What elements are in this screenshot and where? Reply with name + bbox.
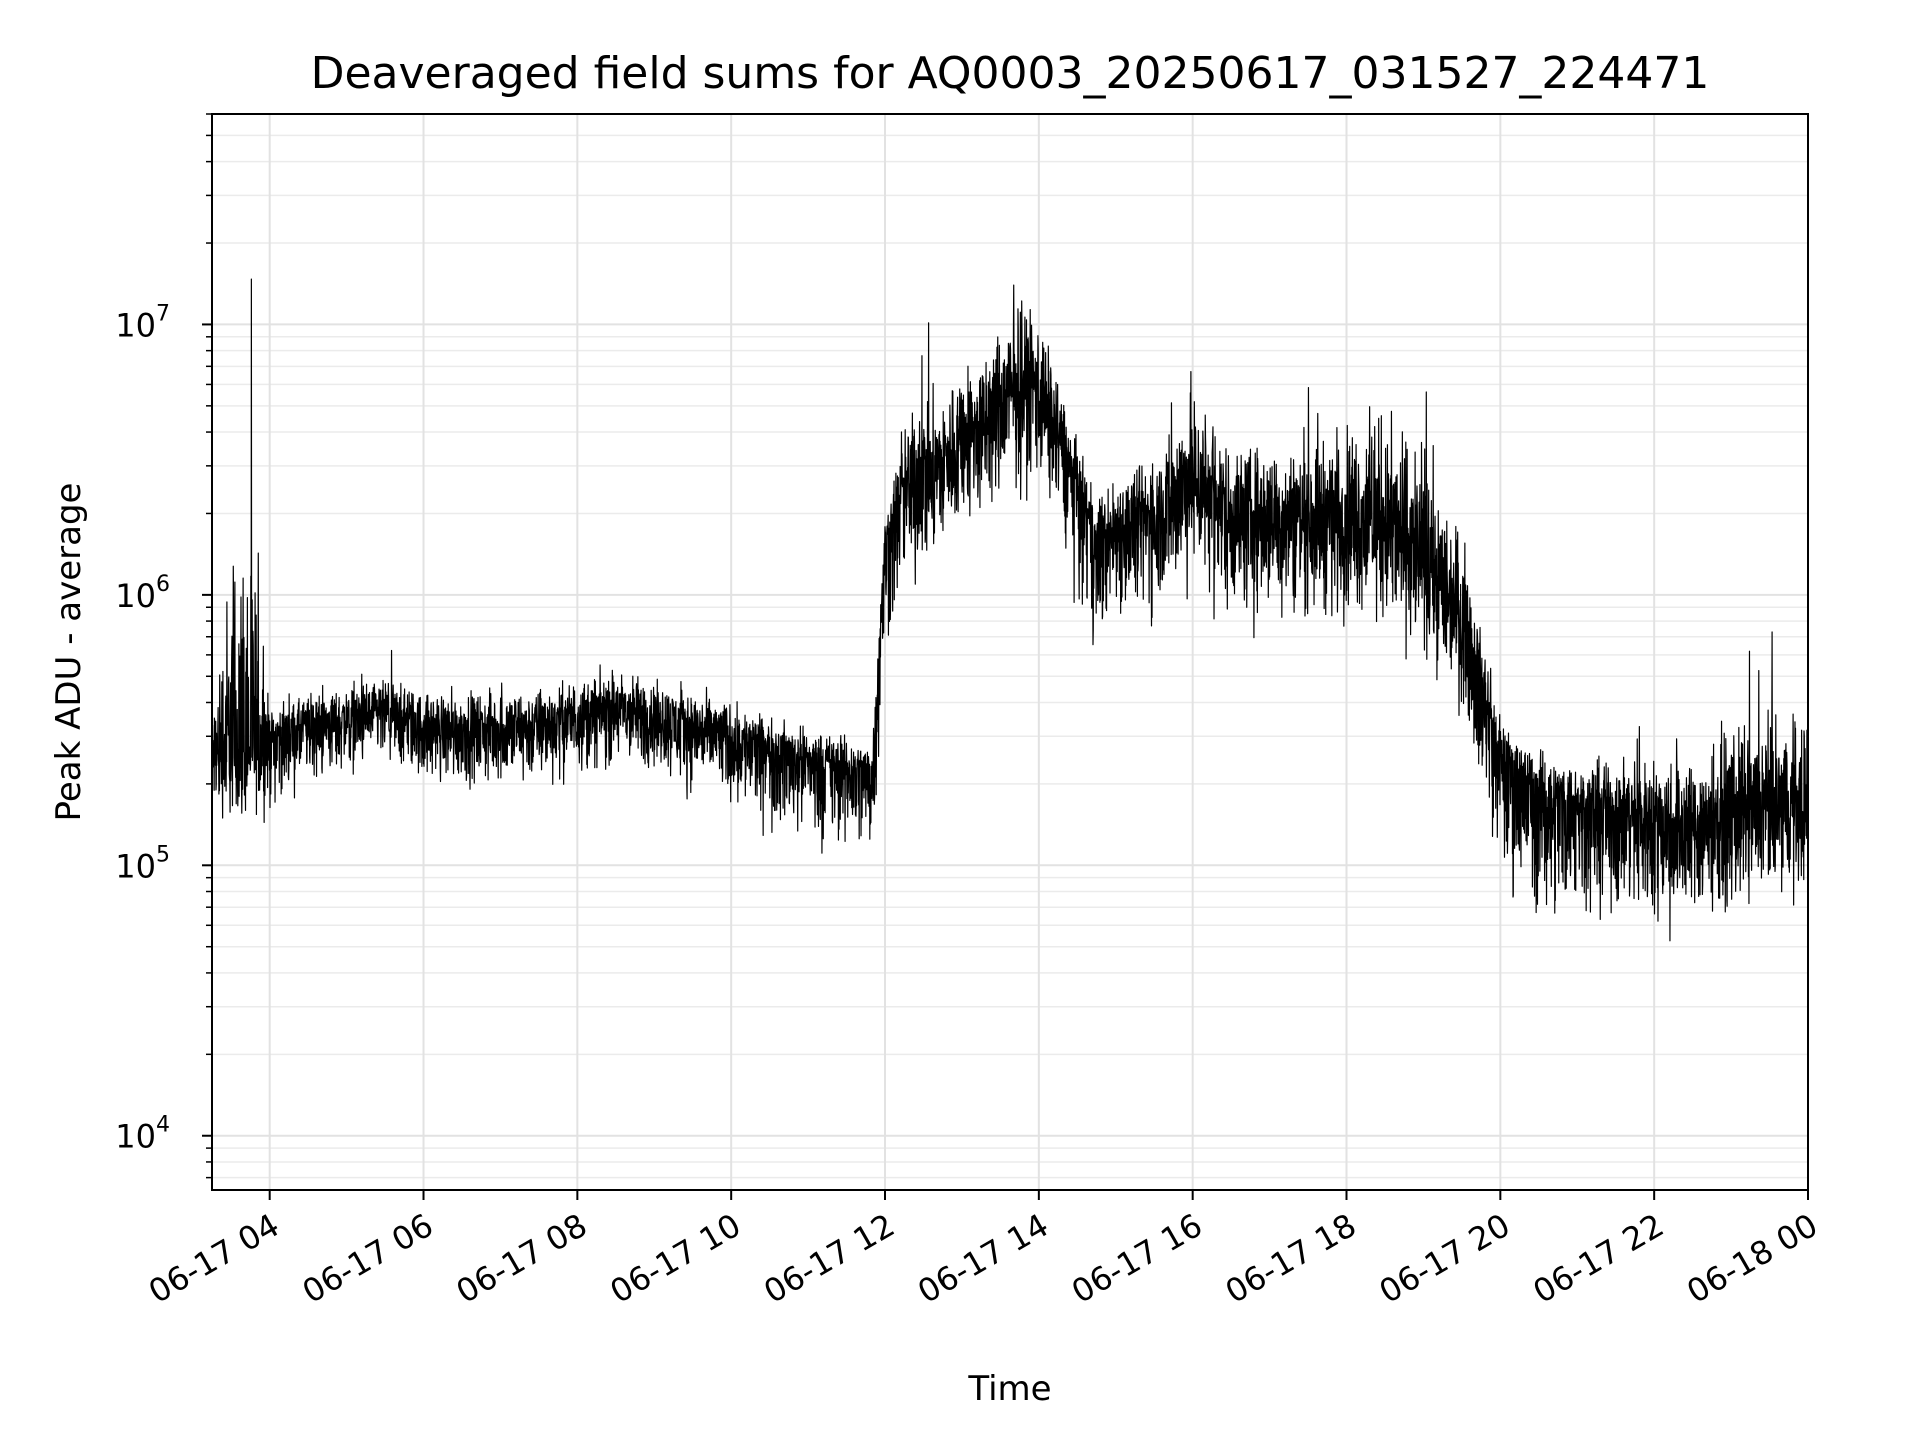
y-tick-exponent: 6 (156, 572, 170, 597)
x-axis: 06-17 04 06-17 06 06-17 08 06-17 10 06-17 12… (142, 1190, 1824, 1311)
x-tick-label: 06-17 18 (1219, 1206, 1363, 1311)
y-tick-label: 106 (115, 572, 170, 615)
y-axis: 104 105 106 107 (115, 113, 212, 1179)
x-tick-label: 06-17 22 (1527, 1206, 1671, 1311)
grid (212, 113, 1809, 1190)
y-tick-label: 104 (115, 1113, 170, 1156)
x-tick-label: 06-17 16 (1065, 1206, 1209, 1311)
y-tick-exponent: 7 (156, 301, 170, 326)
x-axis-label: Time (967, 1369, 1051, 1409)
y-tick-exponent: 5 (156, 842, 170, 867)
chart-title: Deaveraged field sums for AQ0003_2025061… (311, 48, 1710, 99)
x-tick-label: 06-17 14 (911, 1206, 1055, 1311)
x-tick-label: 06-18 00 (1680, 1206, 1824, 1311)
y-tick-label: 105 (115, 842, 170, 885)
x-tick-label: 06-17 20 (1373, 1206, 1517, 1311)
plot-frame (211, 113, 1809, 1191)
y-tick-exponent: 4 (156, 1113, 170, 1138)
x-tick-label: 06-17 08 (450, 1206, 594, 1311)
x-tick-label: 06-17 12 (757, 1206, 901, 1311)
series-line (212, 278, 1808, 942)
x-tick-label: 06-17 10 (604, 1206, 748, 1311)
x-tick-label: 06-17 06 (296, 1206, 440, 1311)
x-tick-label: 06-17 04 (142, 1206, 286, 1311)
y-tick-label: 107 (115, 301, 170, 344)
y-axis-label: Peak ADU - average (49, 483, 89, 822)
